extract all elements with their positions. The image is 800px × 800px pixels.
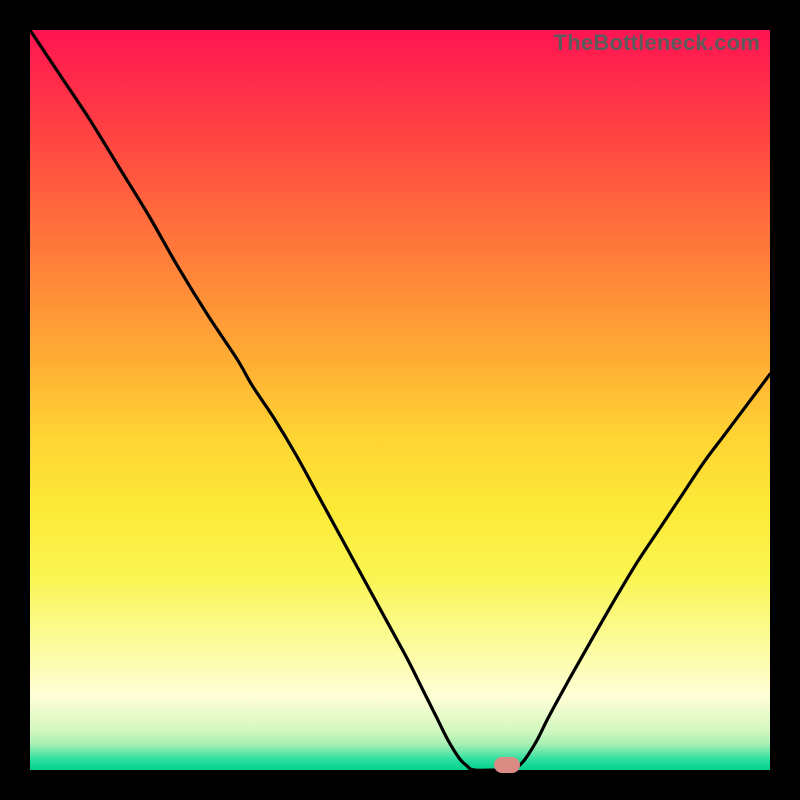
bottleneck-curve (30, 30, 770, 770)
watermark-text: TheBottleneck.com (554, 30, 760, 56)
curve-layer (30, 30, 770, 770)
plot-area (30, 30, 770, 770)
optimum-marker (494, 757, 520, 773)
chart-frame: TheBottleneck.com (0, 0, 800, 800)
